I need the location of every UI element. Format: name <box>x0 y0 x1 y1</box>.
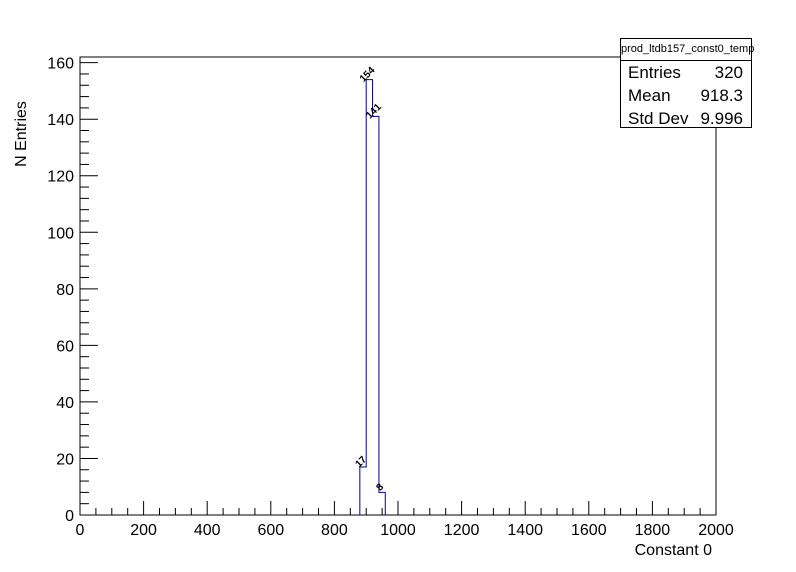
bin-value-label: 141 <box>364 102 384 122</box>
y-tick-label: 140 <box>47 112 74 129</box>
histogram-outline <box>359 79 386 515</box>
x-tick-label: 200 <box>130 522 157 539</box>
x-tick-label: 1800 <box>635 522 671 539</box>
y-tick-label: 0 <box>65 508 74 525</box>
y-tick-label: 100 <box>47 225 74 242</box>
x-axis-label: Constant 0 <box>635 542 712 559</box>
stats-row-entries: Entries 320 <box>621 61 751 84</box>
y-tick-label: 20 <box>56 451 74 468</box>
stats-value: 918.3 <box>700 86 743 105</box>
stats-row-std-dev: Std Dev 9.996 <box>621 107 751 130</box>
x-tick-label: 400 <box>194 522 221 539</box>
stats-title: prod_ltdb157_const0_temp <box>621 39 754 61</box>
x-tick-label: 800 <box>321 522 348 539</box>
bin-value-label: 8 <box>374 481 386 493</box>
stats-key: Std Dev <box>628 109 689 128</box>
stats-key: Mean <box>628 86 671 105</box>
x-tick-label: 0 <box>76 522 85 539</box>
stats-value: 320 <box>714 63 743 82</box>
stats-row-mean: Mean 918.3 <box>621 84 751 107</box>
y-axis-tick-labels: 0 20 40 60 80 100 120 140 160 <box>47 56 74 525</box>
stats-value: 9.996 <box>700 109 743 128</box>
x-tick-label: 600 <box>257 522 284 539</box>
x-tick-label: 1400 <box>507 522 543 539</box>
y-tick-label: 120 <box>47 169 74 186</box>
y-axis-ticks <box>80 62 98 516</box>
bin-value-label: 17 <box>353 454 369 470</box>
y-tick-label: 40 <box>56 395 74 412</box>
y-tick-label: 80 <box>56 282 74 299</box>
x-tick-label: 1600 <box>571 522 607 539</box>
x-tick-label: 1200 <box>444 522 480 539</box>
stats-key: Entries <box>628 63 681 82</box>
bin-value-labels: 17 154 141 8 <box>353 65 386 494</box>
y-axis-label: N Entries <box>13 101 30 167</box>
bin-value-label: 154 <box>358 65 378 85</box>
x-tick-label: 1000 <box>380 522 416 539</box>
y-tick-label: 60 <box>56 338 74 355</box>
x-axis-ticks <box>79 501 717 515</box>
y-tick-label: 160 <box>47 56 74 73</box>
x-tick-label: 2000 <box>698 522 734 539</box>
x-axis-tick-labels: 0 200 400 600 800 1000 1200 1400 1600 1800 2000 <box>76 522 734 539</box>
stats-box: prod_ltdb157_const0_temp Entries 320 Mea… <box>620 38 754 130</box>
